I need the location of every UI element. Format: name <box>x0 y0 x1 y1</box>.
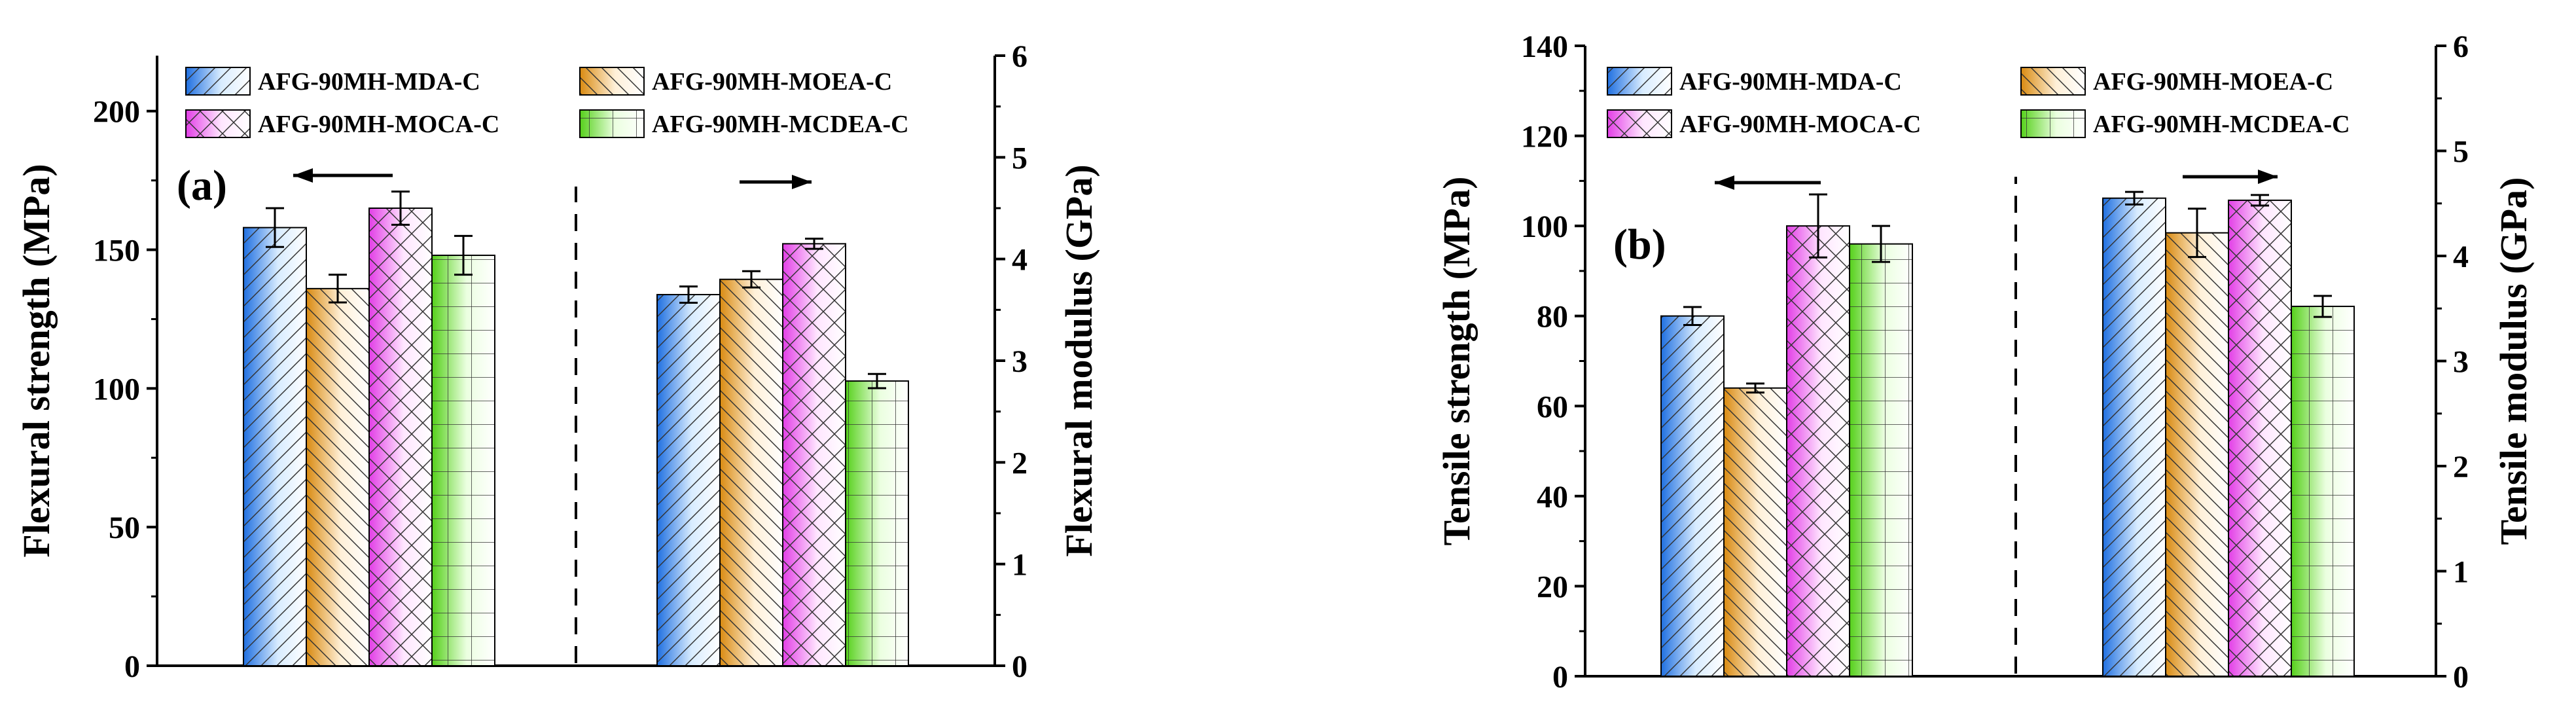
left-tick-label: 60 <box>1537 389 1568 424</box>
right-tick-label: 1 <box>2453 555 2469 590</box>
right-tick-label: 4 <box>1012 243 1028 278</box>
bar-moca-modulus <box>2228 199 2292 677</box>
legend-label: AFG-90MH-MDA-C <box>1679 68 1902 96</box>
legend-item-mda: AFG-90MH-MDA-C <box>1607 67 1902 96</box>
legend-label: AFG-90MH-MCDEA-C <box>2093 111 2350 138</box>
legend-label: AFG-90MH-MDA-C <box>258 68 480 96</box>
left-tick-label: 100 <box>93 372 140 407</box>
bar-mcdea-modulus <box>845 380 909 666</box>
legend-label: AFG-90MH-MCDEA-C <box>652 111 909 138</box>
left-tick-label: 100 <box>1521 209 1568 244</box>
legend-label: AFG-90MH-MOCA-C <box>258 111 499 138</box>
arrow-left-axis-icon <box>293 168 393 183</box>
bar-moea-modulus <box>719 278 783 666</box>
right-tick-label: 6 <box>2453 29 2469 64</box>
y-axis-left-title: Tensile strength (MPa) <box>1435 177 1478 546</box>
bar-mcdea-strength <box>1849 243 1913 677</box>
panel-a: 0 50 100 150 200 0 1 2 3 4 5 6 Flexural strength (MP… <box>15 39 1100 684</box>
bar-moca-strength <box>368 208 433 666</box>
left-tick-label: 140 <box>1521 29 1568 64</box>
bar-mda-strength <box>243 226 307 666</box>
bar-moea-strength <box>306 287 370 666</box>
legend-item-moea: AFG-90MH-MOEA-C <box>579 67 892 96</box>
arrow-right-axis-icon <box>740 175 812 189</box>
bar-mcdea-strength <box>431 255 495 666</box>
bar-mda-modulus <box>656 294 721 666</box>
legend-item-mcdea: AFG-90MH-MCDEA-C <box>579 109 909 138</box>
left-tick-label: 50 <box>109 511 140 545</box>
right-tick-label: 5 <box>1012 141 1028 175</box>
left-tick-label: 20 <box>1537 570 1568 604</box>
arrow-right-axis-icon <box>2183 170 2278 184</box>
right-tick-label: 1 <box>1012 548 1028 583</box>
legend-label: AFG-90MH-MOEA-C <box>2093 68 2333 96</box>
bar-mcdea-modulus <box>2291 306 2355 678</box>
bar-moca-modulus <box>782 243 846 667</box>
right-tick-label: 2 <box>2453 450 2469 484</box>
arrow-left-axis-icon <box>1715 175 1821 190</box>
left-tick-label: 40 <box>1537 480 1568 515</box>
legend-item-mda: AFG-90MH-MDA-C <box>185 67 480 96</box>
panel-b: 0 20 40 60 80 100 120 140 0 1 2 3 4 5 6 Tensile strengt… <box>1435 29 2535 695</box>
left-tick-label: 200 <box>93 95 140 130</box>
legend-label: AFG-90MH-MOEA-C <box>652 68 892 96</box>
bar-moea-strength <box>1723 387 1787 677</box>
right-tick-label: 5 <box>2453 135 2469 170</box>
right-tick-label: 4 <box>2453 240 2469 274</box>
panel-label: (a) <box>177 162 227 209</box>
left-tick-label: 0 <box>1552 660 1568 695</box>
legend-item-moca: AFG-90MH-MOCA-C <box>1607 109 1921 138</box>
left-tick-label: 80 <box>1537 300 1568 335</box>
legend-item-moea: AFG-90MH-MOEA-C <box>2020 67 2333 96</box>
y-axis-right-title: Tensile modulus (GPa) <box>2492 177 2535 545</box>
bar-moca-strength <box>1786 225 1850 677</box>
right-tick-label: 2 <box>1012 446 1028 480</box>
y-axis-left-title: Flexural strength (MPa) <box>15 164 58 557</box>
panel-label: (b) <box>1613 221 1666 268</box>
right-tick-label: 6 <box>1012 39 1028 74</box>
right-tick-label: 0 <box>1012 649 1028 684</box>
bar-moea-modulus <box>2165 232 2229 677</box>
left-tick-label: 0 <box>124 649 140 684</box>
legend-label: AFG-90MH-MOCA-C <box>1679 111 1921 138</box>
right-tick-label: 3 <box>2453 345 2469 380</box>
left-tick-label: 120 <box>1521 120 1568 154</box>
right-tick-label: 3 <box>1012 344 1028 379</box>
left-tick-label: 150 <box>93 234 140 268</box>
legend-item-moca: AFG-90MH-MOCA-C <box>185 109 499 138</box>
right-tick-label: 0 <box>2453 660 2469 695</box>
y-axis-right-title: Flexural modulus (GPa) <box>1058 164 1100 556</box>
bar-mda-strength <box>1660 315 1725 677</box>
legend-item-mcdea: AFG-90MH-MCDEA-C <box>2020 109 2350 138</box>
bar-mda-modulus <box>2102 197 2166 678</box>
